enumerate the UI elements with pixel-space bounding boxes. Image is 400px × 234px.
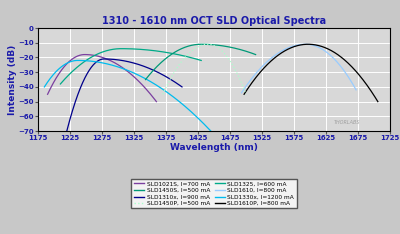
Y-axis label: Intensity (dB): Intensity (dB): [8, 44, 17, 115]
Text: THORLABS: THORLABS: [334, 120, 360, 125]
Legend: SLD1021S, I=700 mA, SLD1450S, I=500 mA, SLD1310x, I=900 mA, SLD1450P, I=500 mA, : SLD1021S, I=700 mA, SLD1450S, I=500 mA, …: [132, 179, 296, 208]
X-axis label: Wavelength (nm): Wavelength (nm): [170, 143, 258, 152]
Title: 1310 - 1610 nm OCT SLD Optical Spectra: 1310 - 1610 nm OCT SLD Optical Spectra: [102, 16, 326, 26]
